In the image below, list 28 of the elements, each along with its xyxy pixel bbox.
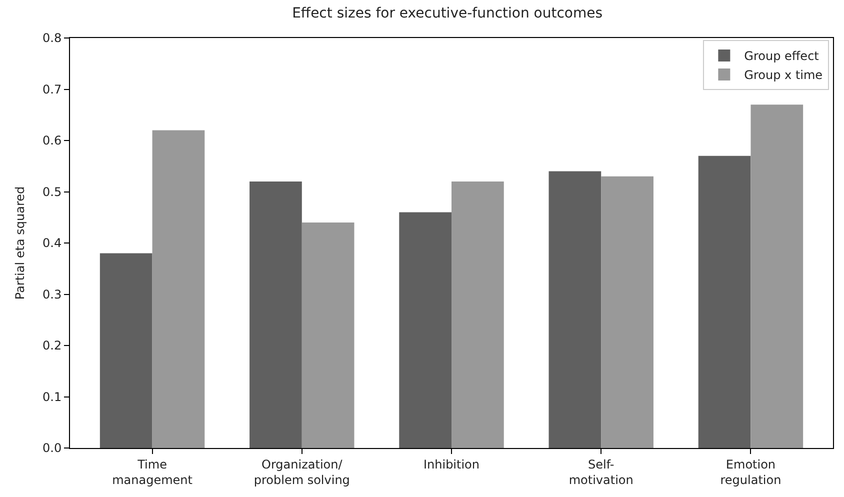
- chart-title: Effect sizes for executive-function outcomes: [292, 5, 603, 22]
- x-tick-label: Self- motivation: [568, 457, 634, 487]
- y-tick-label: 0.7: [42, 82, 62, 96]
- bar: [548, 171, 602, 448]
- y-tick-label: 0.2: [42, 338, 62, 353]
- y-tick-label: 0.6: [42, 134, 62, 148]
- y-tick-label: 0.0: [42, 441, 62, 456]
- x-tick-label: Organization/ problem solving: [254, 457, 350, 487]
- bar: [698, 156, 751, 448]
- y-tick-label: 0.3: [42, 287, 62, 302]
- y-tick-label: 0.4: [42, 236, 62, 250]
- x-tick-label: Time management: [112, 457, 193, 487]
- legend-label: Group x time: [744, 68, 823, 82]
- bar: [750, 104, 804, 448]
- bar: [302, 222, 354, 448]
- bar: [399, 212, 452, 448]
- bar: [100, 253, 152, 448]
- bar: [250, 182, 302, 448]
- bar: [152, 130, 205, 448]
- y-tick-label: 0.5: [42, 184, 62, 199]
- x-tick-label: Inhibition: [423, 457, 480, 472]
- legend-label: Group effect: [744, 49, 820, 64]
- y-tick-label: 0.1: [42, 390, 62, 404]
- bar: [601, 176, 654, 448]
- y-tick-label: 0.8: [42, 31, 62, 46]
- x-tick-label: Emotion regulation: [720, 457, 782, 487]
- bar: [452, 182, 504, 448]
- y-axis-title: Partial eta squared: [12, 186, 27, 300]
